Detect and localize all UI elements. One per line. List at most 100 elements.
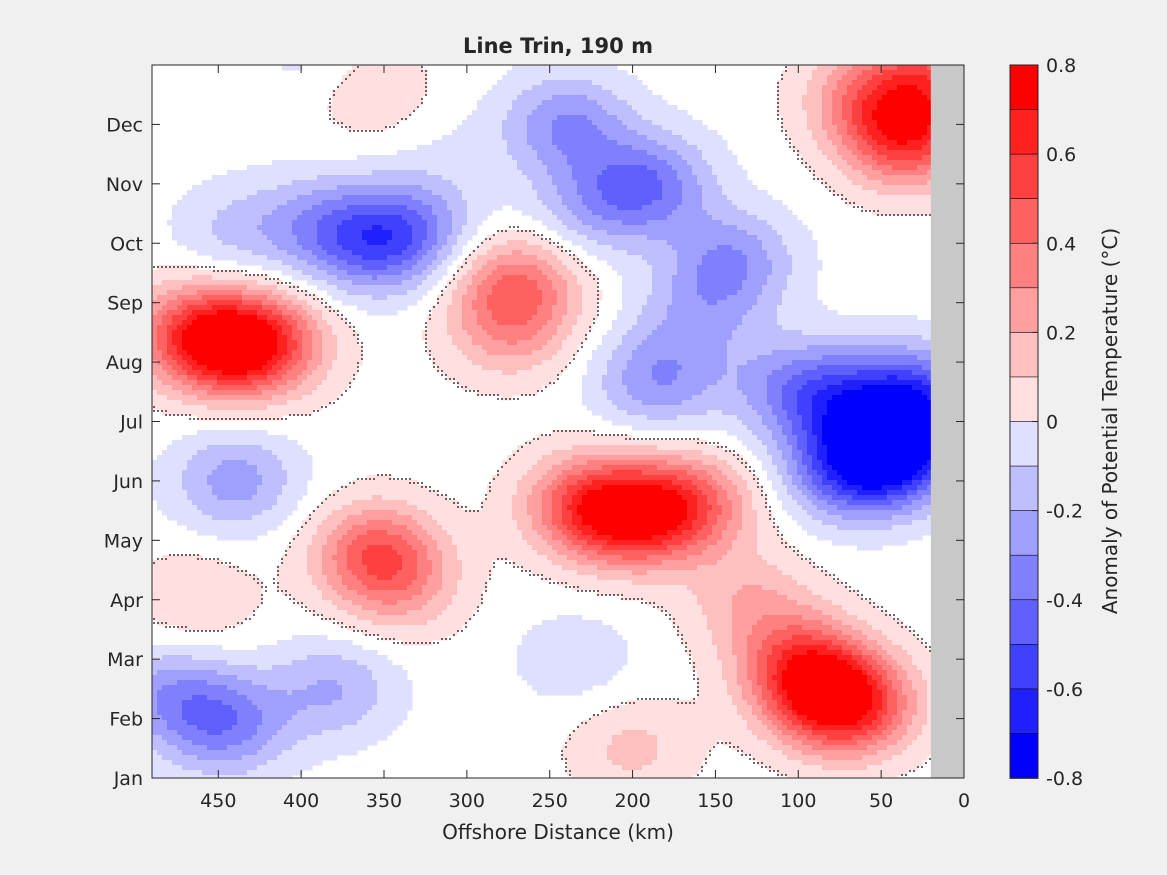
field-cell <box>682 165 688 171</box>
field-cell <box>567 190 573 196</box>
field-cell <box>732 210 738 216</box>
field-cell <box>617 115 623 121</box>
field-cell <box>877 160 883 166</box>
field-cell <box>557 280 563 286</box>
field-cell <box>652 120 658 126</box>
field-cell <box>767 200 773 206</box>
field-cell <box>567 230 573 236</box>
field-cell <box>382 190 388 196</box>
field-cell <box>337 260 343 266</box>
field-cell <box>477 105 483 111</box>
field-cell <box>717 240 723 246</box>
field-cell <box>737 265 743 271</box>
field-cell <box>702 215 708 221</box>
field-cell <box>762 230 768 236</box>
field-cell <box>522 145 528 151</box>
field-cell <box>587 245 593 251</box>
field-cell <box>927 170 933 176</box>
field-cell <box>922 170 928 176</box>
field-cell <box>812 150 818 156</box>
field-cell <box>382 265 388 271</box>
field-cell <box>247 245 253 251</box>
field-cell <box>497 205 503 211</box>
field-cell <box>357 235 363 241</box>
field-cell <box>322 220 328 226</box>
field-cell <box>537 270 543 276</box>
field-cell <box>632 280 638 286</box>
field-cell <box>572 255 578 261</box>
field-cell <box>792 95 798 101</box>
field-cell <box>622 190 628 196</box>
field-cell <box>792 255 798 261</box>
field-cell <box>497 200 503 206</box>
field-cell <box>542 260 548 266</box>
field-cell <box>427 260 433 266</box>
field-cell <box>902 70 908 76</box>
field-cell <box>927 150 933 156</box>
field-cell <box>797 240 803 246</box>
field-cell <box>837 185 843 191</box>
field-cell <box>397 115 403 121</box>
field-cell <box>817 65 823 71</box>
field-cell <box>897 125 903 131</box>
field-cell <box>477 265 483 271</box>
field-cell <box>312 230 318 236</box>
field-cell <box>622 70 628 76</box>
field-cell <box>677 215 683 221</box>
field-cell <box>777 100 783 106</box>
field-cell <box>627 190 633 196</box>
field-cell <box>537 135 543 141</box>
field-cell <box>707 250 713 256</box>
field-cell <box>327 280 333 286</box>
field-cell <box>777 95 783 101</box>
field-cell <box>512 125 518 131</box>
field-cell <box>352 175 358 181</box>
field-cell <box>317 265 323 271</box>
field-cell <box>347 240 353 246</box>
field-cell <box>627 245 633 251</box>
field-cell <box>677 240 683 246</box>
field-cell <box>702 125 708 131</box>
field-cell <box>662 180 668 186</box>
field-cell <box>607 220 613 226</box>
field-cell <box>782 70 788 76</box>
field-cell <box>692 130 698 136</box>
field-cell <box>187 200 193 206</box>
field-cell <box>847 90 853 96</box>
field-cell <box>162 280 168 286</box>
field-cell <box>392 280 398 286</box>
field-cell <box>412 150 418 156</box>
field-cell <box>337 180 343 186</box>
field-cell <box>492 85 498 91</box>
field-cell <box>617 225 623 231</box>
field-cell <box>747 275 753 281</box>
field-cell <box>287 240 293 246</box>
field-cell <box>502 185 508 191</box>
field-cell <box>232 205 238 211</box>
field-cell <box>667 195 673 201</box>
field-cell <box>287 165 293 171</box>
field-cell <box>472 150 478 156</box>
field-cell <box>187 240 193 246</box>
field-cell <box>177 240 183 246</box>
field-cell <box>267 280 273 286</box>
field-cell <box>877 125 883 131</box>
field-cell <box>822 80 828 86</box>
field-cell <box>862 115 868 121</box>
field-cell <box>462 140 468 146</box>
field-cell <box>732 195 738 201</box>
field-cell <box>732 185 738 191</box>
field-cell <box>587 75 593 81</box>
field-cell <box>922 155 928 161</box>
field-cell <box>572 145 578 151</box>
field-cell <box>332 105 338 111</box>
field-cell <box>777 85 783 91</box>
field-cell <box>807 230 813 236</box>
field-cell <box>622 225 628 231</box>
field-cell <box>437 170 443 176</box>
field-cell <box>257 250 263 256</box>
field-cell <box>567 165 573 171</box>
field-cell <box>412 165 418 171</box>
field-cell <box>282 185 288 191</box>
field-cell <box>252 195 258 201</box>
